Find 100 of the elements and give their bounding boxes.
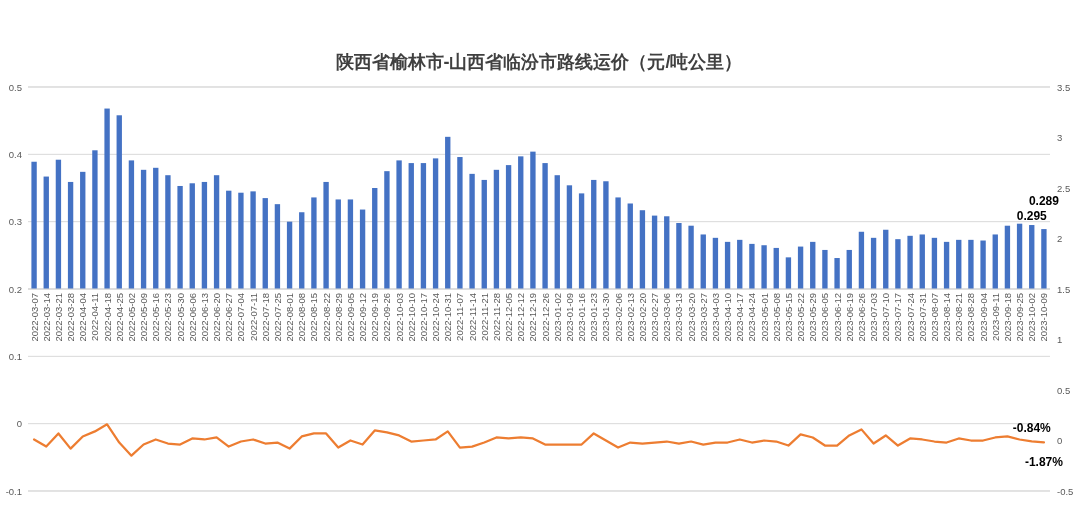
x-tick-label: 2023-01-09 (563, 293, 575, 342)
x-tick-label: 2022-12-12 (515, 293, 527, 342)
x-tick-label: 2023-01-02 (551, 293, 563, 342)
data-label: 0.295 (1016, 209, 1048, 224)
x-tick-label: 2022-04-18 (101, 293, 113, 342)
y-tick-label: 0.1 (8, 350, 22, 362)
y-tick-label: 0.3 (8, 216, 22, 228)
y2-tick-label: 3.5 (1057, 81, 1071, 93)
x-tick-label: 2023-01-30 (600, 293, 612, 342)
x-tick-label: 2022-06-06 (186, 293, 198, 342)
y2-tick-label: 2.5 (1057, 182, 1071, 194)
x-tick-label: 2022-03-21 (52, 293, 64, 342)
y-tick-label: 0.2 (8, 283, 22, 295)
x-tick-label: 2023-04-03 (709, 293, 721, 342)
x-tick-label: 2023-07-10 (880, 293, 892, 342)
x-tick-label: 2022-05-23 (162, 293, 174, 342)
x-tick-label: 2022-07-04 (235, 293, 247, 342)
y2-tick-label: 0.5 (1057, 384, 1071, 396)
x-tick-label: 2022-08-01 (284, 293, 296, 342)
x-tick-label: 2022-08-29 (332, 293, 344, 342)
x-tick-label: 2022-08-15 (308, 293, 320, 342)
x-tick-label: 2023-06-26 (855, 293, 867, 342)
x-tick-label: 2022-09-05 (344, 293, 356, 342)
x-tick-label: 2023-09-18 (1001, 293, 1013, 342)
x-tick-label: 2022-07-11 (247, 293, 259, 341)
chart-title: 陕西省榆林市-山西省临汾市路线运价（元/吨公里） (335, 52, 743, 72)
x-tick-label: 2022-11-14 (466, 293, 478, 341)
x-tick-label: 2022-04-25 (113, 293, 125, 342)
x-tick-label: 2022-03-28 (65, 293, 77, 342)
y2-tick-label: 1.5 (1057, 283, 1071, 295)
x-tick-label: 2023-02-27 (649, 293, 661, 342)
x-tick-label: 2023-07-31 (916, 293, 928, 342)
x-tick-label: 2023-06-05 (819, 293, 831, 342)
x-tick-label: 2023-01-23 (588, 293, 600, 342)
x-tick-label: 2023-06-12 (831, 293, 843, 342)
x-tick-label: 2022-09-26 (381, 293, 393, 342)
x-tick-label: 2022-05-16 (150, 293, 162, 342)
x-tick-label: 2022-04-04 (77, 293, 89, 342)
y2-tick-label: 3 (1057, 132, 1063, 143)
x-tick-label: 2023-05-15 (782, 293, 794, 342)
x-tick-label: 2022-06-20 (211, 293, 223, 342)
x-tick-label: 2023-10-02 (1026, 293, 1038, 342)
x-tick-label: 2023-07-24 (904, 293, 916, 342)
x-tick-label: 2022-08-22 (320, 293, 332, 342)
x-tick-label: 2023-08-07 (928, 293, 940, 342)
x-tick-label: 2022-07-25 (271, 293, 283, 342)
y2-tick-label: 1 (1057, 334, 1063, 345)
y2-tick-label: 2 (1057, 233, 1063, 244)
x-tick-label: 2022-05-09 (138, 293, 150, 342)
x-tick-label: 2023-08-21 (953, 293, 965, 342)
x-tick-label: 2023-09-25 (1014, 293, 1026, 342)
x-tick-label: 2023-01-16 (576, 293, 588, 342)
y-tick-label: 0.5 (8, 81, 22, 93)
x-tick-label: 2022-06-13 (198, 293, 210, 342)
x-tick-label: 2023-03-06 (661, 293, 673, 342)
x-tick-label: 2023-08-14 (941, 293, 953, 342)
x-tick-label: 2022-05-02 (125, 293, 137, 342)
x-tick-label: 2023-02-20 (636, 293, 648, 342)
x-tick-label: 2022-11-28 (490, 293, 502, 341)
data-label: 0.289 (1028, 194, 1060, 209)
x-tick-label: 2022-12-26 (539, 293, 551, 342)
y-tick-label: -0.1 (5, 485, 22, 497)
x-tick-label: 2022-06-27 (223, 293, 235, 342)
x-tick-label: 2023-05-08 (770, 293, 782, 342)
x-tick-label: 2022-12-05 (503, 293, 515, 342)
x-tick-label: 2023-05-29 (807, 293, 819, 342)
data-label: -1.87% (1024, 455, 1064, 470)
y-tick-label: 0 (16, 418, 22, 430)
x-tick-label: 2022-09-12 (357, 293, 369, 342)
x-tick-label: 2023-07-17 (892, 293, 904, 342)
x-tick-label: 2022-11-21 (478, 293, 490, 341)
x-tick-label: 2023-10-09 (1038, 293, 1050, 342)
x-tick-label: 2023-06-19 (843, 293, 855, 342)
x-tick-label: 2022-03-14 (40, 293, 52, 342)
x-tick-label: 2022-10-24 (430, 293, 442, 342)
x-tick-label: 2022-07-18 (259, 293, 271, 342)
x-tick-label: 2022-09-19 (369, 293, 381, 342)
x-tick-label: 2022-10-10 (405, 293, 417, 342)
x-tick-label: 2023-03-13 (673, 293, 685, 342)
x-tick-label: 2023-04-17 (734, 293, 746, 342)
x-tick-label: 2023-02-06 (612, 293, 624, 342)
x-tick-label: 2023-03-27 (697, 293, 709, 342)
x-tick-label: 2022-04-11 (89, 293, 101, 341)
x-tick-label: 2023-03-20 (685, 293, 697, 342)
x-tick-label: 2022-12-19 (527, 293, 539, 342)
x-tick-label: 2023-09-04 (977, 293, 989, 342)
y2-tick-label: 0 (1057, 435, 1063, 446)
x-tick-label: 2023-04-10 (722, 293, 734, 342)
x-tick-label: 2023-09-11 (989, 293, 1001, 341)
y-tick-label: 0.4 (8, 148, 22, 160)
x-tick-label: 2023-02-13 (624, 293, 636, 342)
x-tick-label: 2022-11-07 (454, 293, 466, 341)
x-tick-label: 2022-10-03 (393, 293, 405, 342)
x-tick-label: 2022-03-07 (28, 293, 40, 342)
y2-tick-label: -0.5 (1057, 485, 1074, 497)
x-tick-label: 2022-10-17 (417, 293, 429, 342)
x-tick-label: 2023-08-28 (965, 293, 977, 342)
x-tick-label: 2023-05-22 (795, 293, 807, 342)
x-tick-label: 2023-07-03 (868, 293, 880, 342)
x-tick-label: 2023-05-01 (758, 293, 770, 342)
